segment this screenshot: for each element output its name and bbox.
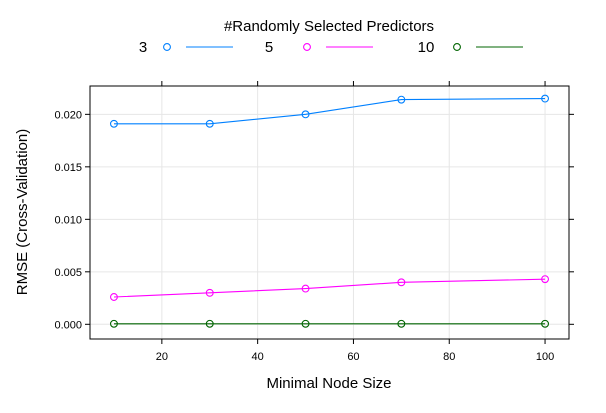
data-point-10: [397, 319, 406, 328]
series: [109, 94, 549, 328]
data-point-10: [301, 319, 310, 328]
data-point-3: [397, 95, 406, 104]
y-tick-label: 0.000: [54, 319, 82, 331]
legend: #Randomly Selected Predictors 3 5 10: [139, 18, 523, 56]
data-point-10: [205, 319, 214, 328]
data-point-3: [109, 119, 118, 128]
y-axis-title: RMSE (Cross-Validation): [14, 129, 31, 295]
legend-title: #Randomly Selected Predictors: [224, 18, 434, 35]
x-tick-label: 60: [347, 351, 359, 363]
x-tick-label: 80: [443, 351, 455, 363]
legend-label-3: 3: [139, 39, 147, 56]
x-tick-label: 40: [252, 351, 264, 363]
data-point-5: [541, 275, 549, 284]
data-point-3: [301, 110, 310, 119]
data-point-3: [205, 119, 214, 128]
x-tick-label: 20: [156, 351, 168, 363]
data-point-3: [541, 94, 549, 103]
y-tick-label: 0.020: [54, 109, 82, 121]
legend-marker-10: [453, 43, 461, 51]
data-point-5: [205, 288, 214, 297]
data-point-5: [397, 278, 406, 287]
legend-label-10: 10: [418, 39, 435, 56]
legend-marker-5: [303, 43, 311, 51]
data-point-5: [301, 284, 310, 293]
y-tick-label: 0.010: [54, 214, 82, 226]
x-tick-label: 100: [536, 351, 554, 363]
axis-ticks: 20 40 60 80 100 0.000 0.005 0.010 0.015 0.020: [54, 81, 574, 363]
y-tick-label: 0.005: [54, 267, 82, 279]
y-tick-label: 0.015: [54, 162, 82, 174]
series-line-3: [114, 98, 546, 125]
legend-label-5: 5: [265, 39, 273, 56]
data-point-10: [541, 319, 549, 328]
x-axis-title: Minimal Node Size: [266, 375, 391, 392]
legend-marker-3: [163, 43, 171, 51]
data-point-5: [109, 293, 118, 301]
series-line-5: [113, 278, 546, 298]
plot-panel: [89, 85, 570, 340]
data-point-10: [109, 319, 118, 328]
